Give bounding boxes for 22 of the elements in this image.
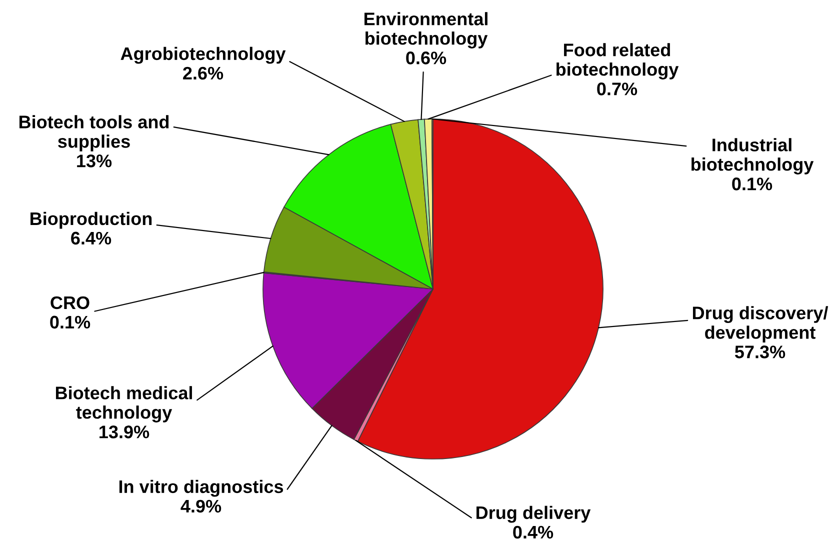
data-label: 0.1% xyxy=(732,178,772,190)
slice-label: CRO xyxy=(50,296,90,310)
slice-label: Environmental biotechnology xyxy=(364,12,488,48)
slice-label: Bioproduction xyxy=(30,212,152,229)
slice-label: Food related biotechnology xyxy=(556,43,679,80)
slice-label: Industrial biotechnology xyxy=(692,138,814,174)
data-label: 57.3% xyxy=(734,346,786,358)
data-label: 0.6% xyxy=(406,52,446,64)
data-label: 6.4% xyxy=(71,232,112,245)
slice-label: In vitro diagnostics xyxy=(119,480,284,497)
data-label: 0.7% xyxy=(597,82,638,96)
data-label: 13% xyxy=(77,154,112,168)
data-label: 4.9% xyxy=(180,500,222,513)
data-label: 0.1% xyxy=(50,316,90,329)
slice-label: Biotech medical technology xyxy=(56,386,192,422)
slice-label: Drug discovery/ development xyxy=(692,306,828,342)
data-label: 13.9% xyxy=(100,426,150,438)
slice-label: Biotech tools and supplies xyxy=(19,115,169,152)
data-label: 0.4% xyxy=(513,526,554,539)
slice-label: Drug delivery xyxy=(476,506,591,523)
slice-label: Agrobiotechnology xyxy=(120,46,286,64)
data-label: 2.6% xyxy=(183,66,224,80)
